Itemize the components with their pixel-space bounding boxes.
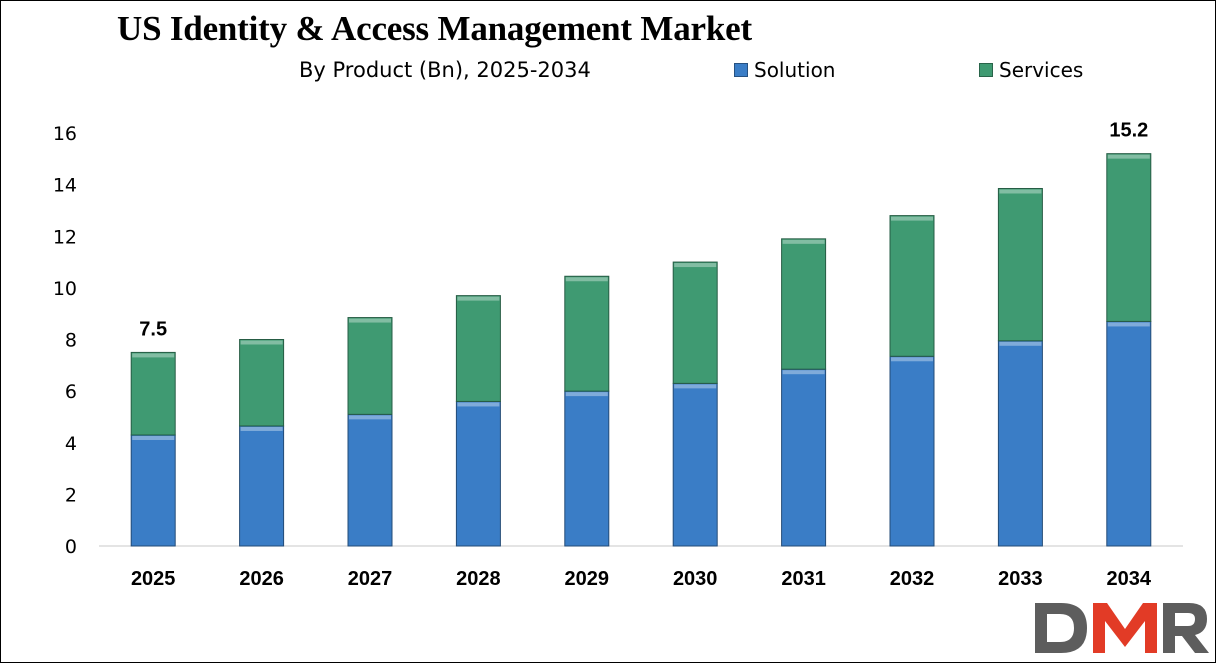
data-label-total-2025: 7.5 (139, 318, 167, 340)
bar-bevel-solution-2026 (240, 426, 283, 431)
bar-solution-2029 (564, 390, 610, 547)
bar-services-2027 (347, 317, 393, 415)
bar-bevel-services-2030 (674, 263, 717, 268)
bar-solution-2034 (1106, 320, 1152, 547)
bar-solution-2030 (672, 382, 718, 547)
y-tick-label-12: 12 (53, 226, 77, 248)
legend-swatch-services (979, 63, 993, 77)
y-tick-label-4: 4 (65, 433, 77, 455)
bar-bevel-services-2028 (457, 296, 500, 301)
y-tick-label-10: 10 (53, 278, 77, 300)
bar-services-2030 (672, 261, 718, 384)
bar-bevel-solution-2030 (674, 384, 717, 389)
bar-solution-2025 (130, 434, 176, 547)
bar-bevel-solution-2027 (349, 415, 391, 420)
bar-solution-2033 (997, 340, 1043, 547)
bar-bevel-services-2034 (1107, 154, 1150, 159)
legend-item-services: Services (979, 58, 1083, 82)
bar-bevel-services-2032 (891, 216, 933, 221)
bar-solution-2027 (347, 413, 393, 547)
y-tick-label-2: 2 (65, 484, 77, 506)
x-tick-label-2027: 2027 (348, 568, 393, 590)
legend-item-solution: Solution (734, 58, 835, 82)
bar-bevel-services-2027 (349, 318, 391, 323)
bar-services-2026 (239, 339, 285, 427)
bar-services-2031 (781, 238, 827, 370)
bar-bevel-solution-2034 (1107, 322, 1150, 327)
bar-bevel-solution-2033 (999, 341, 1042, 346)
x-tick-label-2030: 2030 (673, 568, 718, 590)
x-tick-label-2032: 2032 (890, 568, 935, 590)
x-tick-label-2028: 2028 (456, 568, 501, 590)
bar-solution-2028 (455, 400, 501, 547)
bar-services-2029 (564, 275, 610, 392)
x-tick-label-2025: 2025 (131, 568, 176, 590)
bar-bevel-services-2033 (999, 189, 1042, 194)
bar-bevel-solution-2025 (132, 436, 175, 441)
bar-bevel-services-2025 (132, 353, 175, 358)
bar-services-2028 (455, 295, 501, 402)
y-tick-label-0: 0 (65, 536, 77, 558)
chart-title: US Identity & Access Management Market (117, 9, 752, 48)
chart-subtitle: By Product (Bn), 2025-2034 (299, 58, 591, 82)
bar-services-2025 (130, 351, 176, 436)
bar-bevel-solution-2028 (457, 402, 500, 407)
x-tick-label-2026: 2026 (239, 568, 284, 590)
x-tick-label-2033: 2033 (998, 568, 1043, 590)
dmr-logo (1035, 603, 1209, 653)
x-tick-label-2034: 2034 (1107, 568, 1152, 590)
data-label-total-2034: 15.2 (1109, 120, 1148, 142)
y-tick-label-16: 16 (53, 123, 77, 145)
bar-bevel-solution-2032 (891, 357, 933, 362)
legend-label-solution: Solution (754, 58, 836, 82)
legend-label-services: Services (999, 58, 1084, 82)
x-tick-label-2031: 2031 (781, 568, 826, 590)
y-tick-label-14: 14 (53, 175, 77, 197)
bar-services-2032 (889, 215, 935, 357)
bar-bevel-solution-2029 (565, 392, 608, 397)
bar-solution-2032 (889, 355, 935, 547)
x-tick-label-2029: 2029 (565, 568, 610, 590)
y-tick-label-6: 6 (65, 381, 77, 403)
bar-services-2033 (997, 187, 1043, 342)
bar-bevel-services-2029 (565, 277, 608, 282)
bar-services-2034 (1106, 153, 1152, 322)
bar-solution-2031 (781, 368, 827, 547)
bar-solution-2026 (239, 425, 285, 547)
bar-bevel-services-2031 (782, 239, 825, 244)
bar-bevel-solution-2031 (782, 370, 825, 375)
bar-bevel-services-2026 (240, 340, 283, 345)
y-tick-label-8: 8 (65, 330, 77, 352)
legend-swatch-solution (734, 63, 748, 77)
